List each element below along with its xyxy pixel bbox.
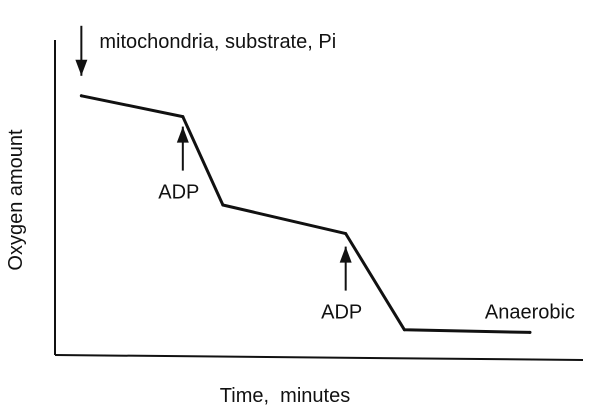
y-axis-label: Oxygen amount: [5, 129, 27, 271]
annotation-label: ADP: [158, 182, 199, 204]
annotation-label: mitochondria, substrate, Pi: [99, 31, 336, 53]
data-point: [79, 94, 83, 98]
data-point: [402, 328, 406, 332]
annotation: ADP: [158, 126, 199, 204]
data-point: [344, 232, 348, 236]
annotation-label: ADP: [321, 302, 362, 324]
annotation-arrow-head: [176, 126, 189, 143]
x-axis-label: Time, minutes: [220, 385, 350, 407]
annotation: mitochondria, substrate, Pi: [75, 25, 336, 76]
data-point: [181, 115, 185, 119]
annotation-label: Anaerobic: [485, 301, 575, 323]
data-point: [528, 330, 532, 334]
plot-area: mitochondria, substrate, Pi ADP ADP Anaerob…: [75, 25, 575, 334]
annotation: Anaerobic: [485, 301, 575, 323]
series-line: [79, 94, 532, 334]
x-axis: [54, 354, 584, 361]
data-point: [221, 203, 225, 207]
annotation-arrow-head: [339, 246, 352, 263]
annotation-arrow-head: [75, 59, 88, 76]
annotation: ADP: [321, 246, 362, 324]
